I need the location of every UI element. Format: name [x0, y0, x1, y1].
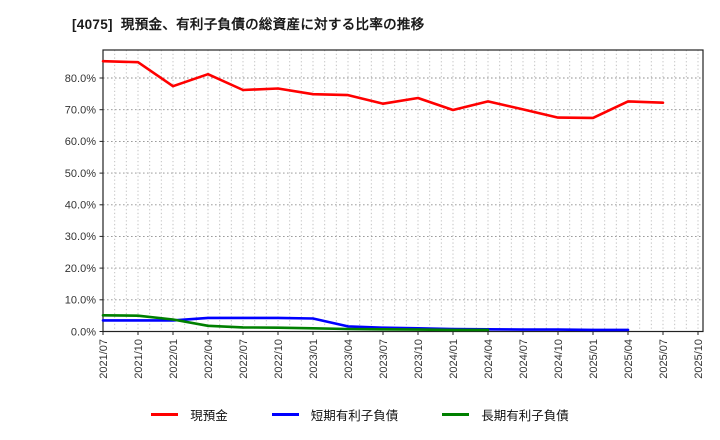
- x-tick-label: 2021/07: [98, 339, 110, 379]
- x-tick-label: 2023/07: [378, 339, 390, 379]
- x-tick-label: 2024/04: [483, 339, 495, 379]
- x-tick-label: 2025/04: [623, 339, 635, 379]
- legend-swatch-cash: [151, 413, 179, 416]
- x-tick-label: 2025/10: [693, 339, 705, 379]
- y-tick-label: 10.0%: [65, 295, 96, 307]
- legend-label-short-term-debt: 短期有利子負債: [310, 409, 399, 423]
- legend-swatch-long-term-debt: [442, 413, 470, 416]
- x-tick-label: 2023/01: [308, 339, 320, 379]
- legend-item-short-term-debt: 短期有利子負債: [271, 405, 399, 424]
- x-tick-label: 2022/07: [238, 339, 250, 379]
- chart-title: [4075] 現預金、有利子負債の総資産に対する比率の推移: [72, 17, 425, 32]
- y-tick-label: 30.0%: [65, 231, 96, 243]
- y-tick-label: 0.0%: [71, 326, 96, 338]
- legend: 現預金 短期有利子負債 長期有利子負債: [0, 405, 720, 424]
- y-tick-label: 50.0%: [65, 168, 96, 180]
- y-tick-label: 80.0%: [65, 73, 96, 85]
- y-tick-label: 60.0%: [65, 136, 96, 148]
- x-tick-label: 2024/01: [448, 339, 460, 379]
- x-tick-label: 2022/10: [273, 339, 285, 379]
- series-line: [101, 59, 665, 120]
- x-tick-label: 2024/07: [518, 339, 530, 379]
- x-tick-label: 2022/01: [168, 339, 180, 379]
- y-tick-label: 40.0%: [65, 200, 96, 212]
- legend-item-long-term-debt: 長期有利子負債: [442, 405, 569, 424]
- x-tick-label: 2025/07: [658, 339, 670, 379]
- x-tick-label: 2023/10: [413, 339, 425, 379]
- x-tick-label: 2023/04: [343, 339, 355, 379]
- x-tick-label: 2022/04: [203, 339, 215, 379]
- plot-frame: [102, 49, 704, 333]
- y-tick-label: 20.0%: [65, 263, 96, 275]
- legend-item-cash: 現預金: [151, 405, 228, 424]
- series-line: [101, 316, 630, 332]
- x-tick-label: 2024/10: [553, 339, 565, 379]
- y-tick-label: 70.0%: [65, 105, 96, 117]
- x-tick-label: 2021/10: [133, 339, 145, 379]
- series-line: [101, 313, 490, 332]
- x-tick-label: 2025/01: [588, 339, 600, 379]
- legend-label-long-term-debt: 長期有利子負債: [481, 409, 569, 423]
- legend-swatch-short-term-debt: [271, 413, 299, 416]
- legend-label-cash: 現預金: [190, 409, 228, 423]
